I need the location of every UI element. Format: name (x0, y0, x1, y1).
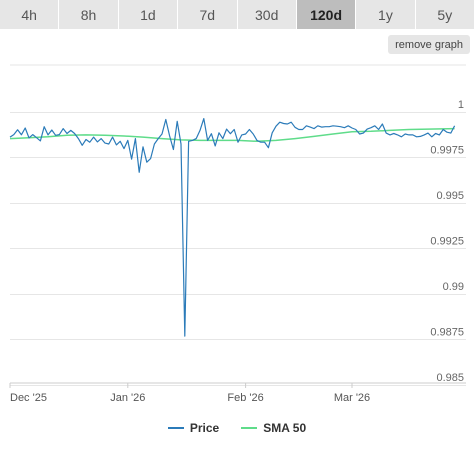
timeframe-tabs: 4h 8h 1d 7d 30d 120d 1y 5y (0, 0, 474, 30)
tab-8h[interactable]: 8h (59, 0, 119, 29)
y-tick-label: 0.9925 (430, 236, 464, 248)
remove-graph-button[interactable]: remove graph (388, 35, 470, 54)
tab-5y[interactable]: 5y (415, 0, 474, 29)
y-tick-label: 0.9875 (430, 327, 464, 339)
x-tick-label: Feb '26 (227, 392, 263, 404)
y-tick-label: 0.985 (436, 372, 464, 384)
tab-120d[interactable]: 120d (296, 0, 357, 29)
y-tick-label: 0.99 (443, 281, 464, 293)
price-series-line (9, 117, 456, 337)
legend-swatch (241, 427, 258, 429)
price-chart: 1 0.9975 0.995 0.9925 0.99 0.9875 0.985 Dec '25… (9, 64, 466, 404)
legend-swatch (167, 427, 184, 429)
legend-label: Price (189, 421, 220, 435)
y-tick-label: 0.9975 (430, 145, 464, 157)
tab-4h[interactable]: 4h (0, 0, 60, 29)
chart-legend: Price SMA 50 (0, 421, 474, 435)
tab-30d[interactable]: 30d (237, 0, 297, 29)
legend-item-sma-50[interactable]: SMA 50 (241, 421, 306, 435)
x-tick-label: Mar '26 (334, 392, 370, 404)
tab-1y[interactable]: 1y (356, 0, 416, 29)
x-tick-label: Jan '26 (110, 392, 145, 404)
tab-1d[interactable]: 1d (118, 0, 179, 29)
legend-label: SMA 50 (263, 421, 307, 435)
y-tick-label: 0.995 (436, 190, 464, 202)
tab-7d[interactable]: 7d (178, 0, 238, 29)
legend-item-price[interactable]: Price (167, 421, 220, 435)
sma-50-series-line (9, 127, 455, 143)
y-tick-label: 1 (458, 99, 464, 111)
x-tick-label: Dec '25 (10, 392, 47, 404)
